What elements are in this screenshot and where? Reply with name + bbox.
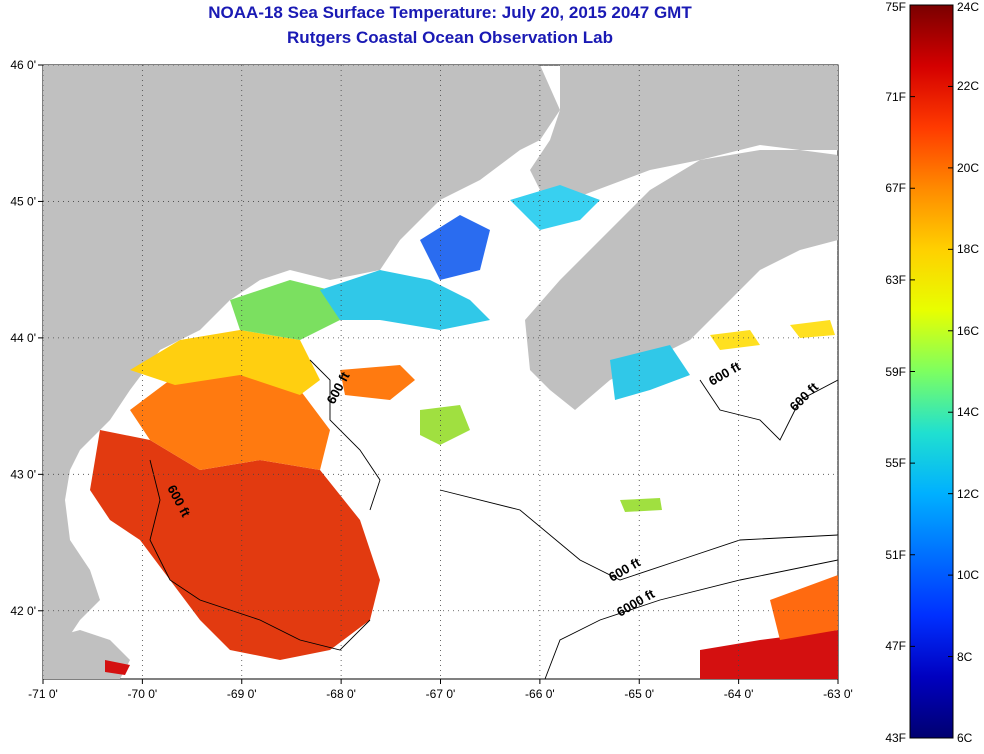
sst-warm-core <box>90 430 380 660</box>
lat-tick-label: 45 0' <box>10 194 36 208</box>
lat-tick-label: 43 0' <box>10 467 36 481</box>
nova-scotia-land <box>525 150 838 410</box>
map-subtitle: Rutgers Coastal Ocean Observation Lab <box>287 28 613 47</box>
colorbar-fahrenheit-label: 43F <box>885 731 906 745</box>
sst-blue-coast <box>420 215 490 280</box>
colorbar-celsius-label: 10C <box>957 568 980 583</box>
lon-axis: -71 0' -70 0' -69 0' -68 0' -67 0' -66 0' -65 … <box>28 679 853 701</box>
colorbar-celsius-label: 22C <box>957 79 980 94</box>
lon-tick-label: -63 0' <box>823 687 853 701</box>
sst-green-small <box>620 498 662 512</box>
contour-600ft-ns <box>699 379 838 441</box>
lon-tick-label: -68 0' <box>326 687 356 701</box>
sst-yellow-band <box>130 330 320 395</box>
colorbar-ticks <box>910 4 953 739</box>
colorbar-fahrenheit-label: 47F <box>885 639 906 654</box>
contour-600ft-gom-west <box>149 459 371 651</box>
bathymetry-contours <box>149 359 838 679</box>
colorbar-fahrenheit-label: 71F <box>885 89 906 104</box>
colorbar-celsius-label: 16C <box>957 323 980 338</box>
sst-cyan-ns <box>610 345 690 400</box>
sst-yellow-ns <box>710 330 760 350</box>
colorbar <box>909 4 954 739</box>
lon-tick-label: -67 0' <box>426 687 456 701</box>
sst-orange-patch <box>340 365 415 400</box>
sst-cyan-gulf <box>320 270 490 330</box>
colorbar-celsius-label: 14C <box>957 405 980 420</box>
lon-tick-label: -70 0' <box>128 687 158 701</box>
colorbar-fahrenheit-label: 75F <box>885 0 906 14</box>
contour-600ft-georges <box>439 489 838 581</box>
sst-orange-band <box>130 370 330 470</box>
contour-600ft-gom-central <box>309 359 381 511</box>
colorbar-fahrenheit-label: 55F <box>885 456 906 471</box>
lon-tick-label: -64 0' <box>724 687 754 701</box>
colorbar-celsius-label: 20C <box>957 160 980 175</box>
colorbar-fahrenheit-label: 51F <box>885 547 906 562</box>
colorbar-celsius-label: 12C <box>957 486 980 501</box>
land-layer <box>43 65 838 679</box>
colorbar-fahrenheit-label: 59F <box>885 364 906 379</box>
colorbar-celsius-label: 8C <box>957 649 973 664</box>
sst-yellow-ne <box>790 320 835 338</box>
colorbar-celsius-label: 18C <box>957 242 980 257</box>
colorbar-fahrenheit-label: 63F <box>885 272 906 287</box>
new-england-land <box>43 65 560 660</box>
sst-red-capecod <box>105 660 130 675</box>
lat-tick-label: 44 0' <box>10 331 36 345</box>
sst-orange-se <box>770 575 838 640</box>
lat-tick-label: 46 0' <box>10 58 36 72</box>
lon-tick-label: -71 0' <box>28 687 58 701</box>
sst-patches <box>90 185 838 679</box>
lon-tick-label: -65 0' <box>624 687 654 701</box>
lon-tick-label: -66 0' <box>525 687 555 701</box>
sst-green-mid <box>420 405 470 445</box>
map-title: NOAA-18 Sea Surface Temperature: July 20… <box>208 3 692 22</box>
colorbar-fahrenheit-label: 67F <box>885 181 906 196</box>
lon-tick-label: -69 0' <box>227 687 257 701</box>
colorbar-celsius-label: 6C <box>957 731 973 745</box>
sst-cyan-fundy <box>510 185 600 230</box>
sst-green-band <box>230 280 340 340</box>
lat-axis: 46 0' 45 0' 44 0' 43 0' 42 0' <box>10 58 43 618</box>
lat-tick-label: 42 0' <box>10 604 36 618</box>
colorbar-celsius-label: 24C <box>957 0 980 14</box>
sst-warm-se <box>700 630 838 679</box>
contour-6000ft <box>544 559 838 679</box>
new-brunswick-land <box>530 65 838 200</box>
